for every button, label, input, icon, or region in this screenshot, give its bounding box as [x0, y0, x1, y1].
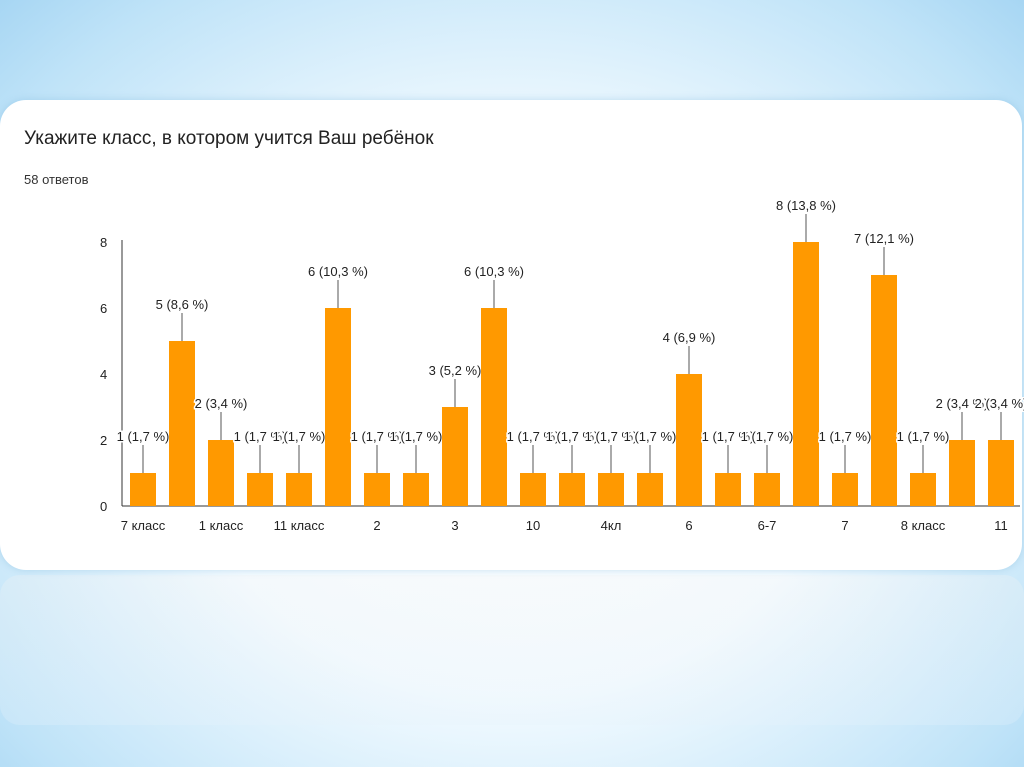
bar	[871, 275, 897, 506]
bar	[715, 473, 741, 506]
data-label: 6 (10,3 %)	[308, 264, 368, 279]
slide-reflection	[0, 575, 1024, 725]
bar	[520, 473, 546, 506]
bar	[754, 473, 780, 506]
bar	[442, 407, 468, 506]
bar	[832, 473, 858, 506]
y-tick-label: 6	[100, 301, 107, 316]
x-tick-label: 7	[841, 518, 848, 533]
data-label: 1 (1,7 %)	[819, 429, 872, 444]
x-tick-label: 11	[994, 518, 1008, 533]
data-label: 1 (1,7 %)	[390, 429, 443, 444]
response-count: 58 ответов	[24, 172, 89, 187]
x-tick-label: 6	[685, 518, 692, 533]
x-tick-label: 6-7	[758, 518, 777, 533]
x-tick-label: 4кл	[601, 518, 622, 533]
bar	[364, 473, 390, 506]
data-label: 4 (6,9 %)	[663, 330, 716, 345]
bar	[286, 473, 312, 506]
data-label: 1 (1,7 %)	[507, 429, 560, 444]
bar	[988, 440, 1014, 506]
bar	[793, 242, 819, 506]
x-tick-label: 7 класс	[121, 518, 166, 533]
bar	[949, 440, 975, 506]
x-tick-label: 1 класс	[199, 518, 244, 533]
data-label: 2 (3,4 %)	[195, 396, 248, 411]
bar	[637, 473, 663, 506]
bar	[481, 308, 507, 506]
bar	[208, 440, 234, 506]
bar	[169, 341, 195, 506]
x-tick-label: 10	[526, 518, 540, 533]
data-label: 6 (10,3 %)	[464, 264, 524, 279]
data-label: 8 (13,8 %)	[776, 198, 836, 213]
bar	[403, 473, 429, 506]
y-tick-label: 4	[100, 367, 107, 382]
x-tick-label: 11 класс	[274, 518, 325, 533]
y-tick-label: 8	[100, 235, 107, 250]
data-label: 1 (1,7 %)	[624, 429, 677, 444]
y-tick-label: 0	[100, 499, 107, 514]
data-label: 1 (1,7 %)	[702, 429, 755, 444]
x-tick-label: 2	[373, 518, 380, 533]
data-label: 1 (1,7 %)	[585, 429, 638, 444]
data-label: 5 (8,6 %)	[156, 297, 209, 312]
data-label: 3 (5,2 %)	[429, 363, 482, 378]
bar	[910, 473, 936, 506]
data-label: 2 (3,4 %)	[936, 396, 989, 411]
data-label: 1 (1,7 %)	[234, 429, 287, 444]
chart-title: Укажите класс, в котором учится Ваш ребё…	[24, 128, 434, 149]
x-tick-label: 3	[451, 518, 458, 533]
data-label: 1 (1,7 %)	[897, 429, 950, 444]
bar	[598, 473, 624, 506]
x-tick-label: 8 класс	[901, 518, 946, 533]
data-label: 1 (1,7 %)	[273, 429, 326, 444]
bar	[325, 308, 351, 506]
data-label: 7 (12,1 %)	[854, 231, 914, 246]
data-label: 1 (1,7 %)	[351, 429, 404, 444]
y-tick-label: 2	[100, 433, 107, 448]
data-label: 1 (1,7 %)	[741, 429, 794, 444]
data-label: 2 (3,4 %)	[975, 396, 1024, 411]
data-label: 1 (1,7 %)	[117, 429, 170, 444]
bar	[130, 473, 156, 506]
data-label: 1 (1,7 %)	[546, 429, 599, 444]
bar	[676, 374, 702, 506]
bar	[247, 473, 273, 506]
bar	[559, 473, 585, 506]
